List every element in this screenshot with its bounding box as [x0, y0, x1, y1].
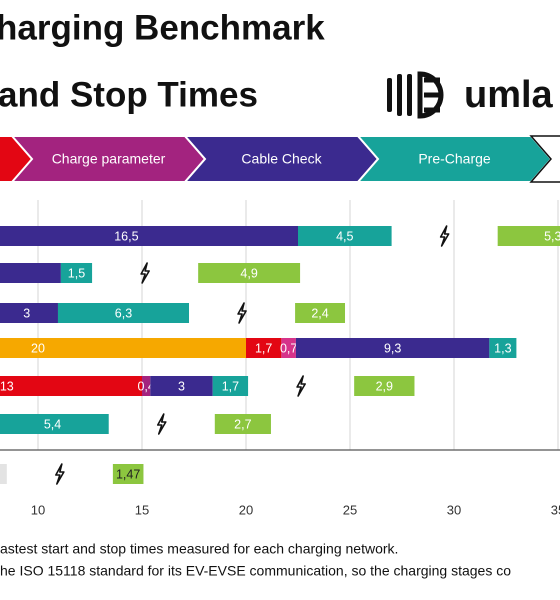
- bar-value-label: 2,7: [234, 417, 251, 431]
- bar-segment: [354, 376, 415, 396]
- lightning-icon: [237, 302, 247, 324]
- bar-segment: [142, 376, 151, 396]
- bar-segment: [60, 263, 93, 283]
- bars: 16,54,55,31,54,90,436,32,4201,70,79,31,3…: [0, 225, 560, 485]
- logo-icon: [387, 71, 444, 119]
- bar-value-label: 1,47: [116, 467, 140, 481]
- lightning-icon: [296, 375, 306, 397]
- bar-value-label: 1,3: [494, 341, 511, 355]
- bar-value-label: 2,9: [376, 379, 393, 393]
- bar-segment: [0, 414, 109, 434]
- logo-text: umla: [464, 74, 554, 116]
- bar-segment: [295, 303, 346, 323]
- chart-title: and Stop Times: [0, 75, 258, 114]
- bar-segment: [0, 338, 246, 358]
- bar-value-label: 4,5: [336, 229, 353, 243]
- bar-value-label: 3: [23, 306, 30, 320]
- chart-title: harging Benchmark: [0, 8, 325, 47]
- lightning-icon: [55, 463, 65, 485]
- bar-segment: [0, 376, 142, 396]
- footnote: astest start and stop times measured for…: [0, 541, 398, 557]
- bar-segment: [295, 338, 490, 358]
- bar-value-label: 13: [0, 379, 14, 393]
- bar-segment: [112, 464, 144, 484]
- lightning-icon: [156, 413, 167, 435]
- bar-segment: [0, 226, 299, 246]
- footnote: he ISO 15118 standard for its EV-EVSE co…: [0, 563, 511, 579]
- bar-value-label: 5,4: [44, 417, 61, 431]
- bar-segment: [57, 303, 190, 323]
- bar-value-label: 5,3: [544, 229, 560, 243]
- x-tick-label: 35: [551, 502, 560, 517]
- x-ticks: 10 15 20 25 30 35: [31, 502, 560, 517]
- bar-segment: [497, 226, 560, 246]
- bar-value-label: 1,5: [68, 266, 85, 280]
- bar-value-label: 0,7: [280, 341, 297, 355]
- bar-segment: [0, 263, 61, 283]
- bar-segment: [198, 263, 301, 283]
- bar-value-label: 9,3: [384, 341, 401, 355]
- bar-value-label: 6,3: [115, 306, 132, 320]
- stage-label: Pre-Charge: [418, 151, 491, 167]
- bar-value-label: 16,5: [114, 229, 138, 243]
- bar-value-label: 3: [178, 379, 185, 393]
- x-tick-label: 25: [343, 502, 357, 517]
- bar-segment: [0, 303, 58, 323]
- x-tick-label: 20: [239, 502, 253, 517]
- bar-segment: [214, 414, 271, 434]
- x-tick-label: 10: [31, 502, 45, 517]
- bar-segment: [0, 464, 7, 484]
- bar-value-label: 20: [31, 341, 45, 355]
- bar-segment: [281, 338, 296, 358]
- x-tick-label: 15: [135, 502, 149, 517]
- stage-header: Charge parameter Cable Check Pre-Charge: [0, 135, 560, 183]
- x-tick-label: 30: [447, 502, 461, 517]
- stage-chevron: [529, 135, 560, 183]
- lightning-icon: [140, 262, 150, 284]
- stage-label: Cable Check: [241, 151, 322, 167]
- bar-value-label: 1,7: [222, 379, 239, 393]
- bar-segment: [298, 226, 392, 246]
- lightning-icon: [439, 225, 450, 247]
- bar-value-label: 4,9: [240, 266, 257, 280]
- bar-segment: [212, 376, 249, 396]
- bar-segment: [489, 338, 517, 358]
- bar-value-label: 2,4: [311, 306, 328, 320]
- bar-segment: [150, 376, 213, 396]
- stage-label: Charge parameter: [52, 151, 166, 167]
- bar-value-label: 1,7: [255, 341, 272, 355]
- bar-segment: [246, 338, 282, 358]
